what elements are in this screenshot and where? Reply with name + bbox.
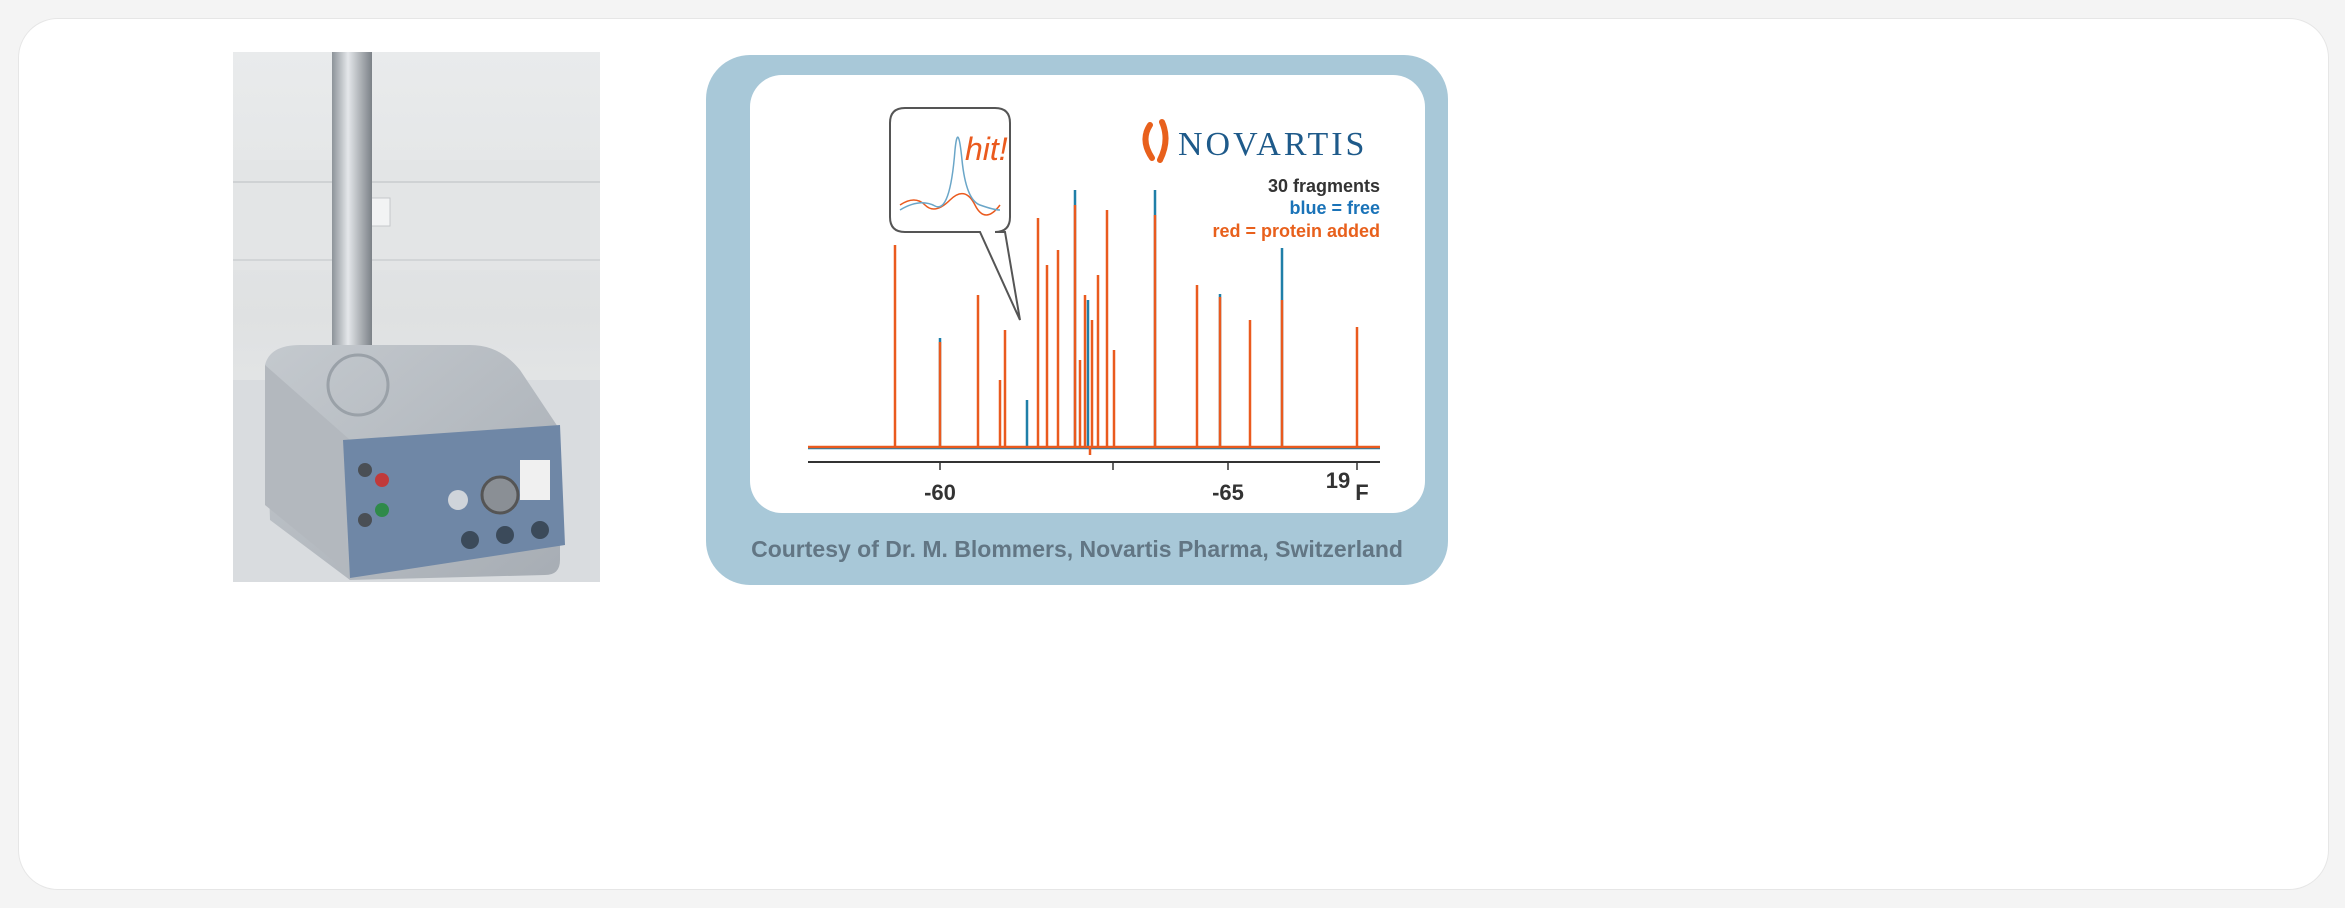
caption: Courtesy of Dr. M. Blommers, Novartis Ph… (751, 536, 1403, 562)
logo: NOVARTIS (1178, 126, 1367, 163)
nucleus-mass: 19 (1326, 468, 1350, 493)
nucleus: F (1355, 480, 1368, 505)
x-tick-label: -60 (924, 480, 956, 505)
page: {"figure": { "logo": "NOVARTIS", "legend… (0, 0, 2345, 908)
legend-item: red = protein added (1212, 221, 1380, 241)
content: hit! NOVARTIS 30 fragments blue = free r… (0, 0, 2345, 908)
callout: hit! (965, 131, 1008, 167)
x-tick-label: -65 (1212, 480, 1244, 505)
legend-item: 30 fragments (1268, 176, 1380, 196)
legend-item: blue = free (1289, 198, 1380, 218)
nmr-figure: hit! NOVARTIS 30 fragments blue = free r… (706, 55, 1448, 585)
product-photo (233, 52, 600, 582)
